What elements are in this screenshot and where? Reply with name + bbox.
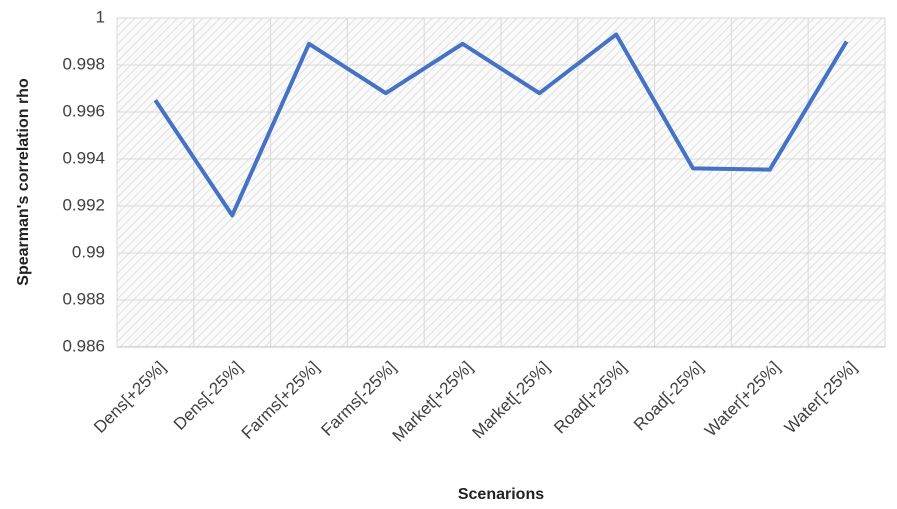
x-tick-label: Dens[-25%] xyxy=(170,358,246,434)
x-tick-label: Road[-25%] xyxy=(630,358,707,435)
y-tick-label: 0.994 xyxy=(62,148,105,167)
x-tick-label: Road[+25%] xyxy=(550,358,630,438)
x-tick-label: Market[+25%] xyxy=(389,358,477,446)
y-tick-label: 0.996 xyxy=(62,101,105,120)
y-axis-title: Spearman's correlation rho xyxy=(15,78,32,286)
x-tick-label: Market[-25%] xyxy=(468,358,553,443)
y-tick-label: 0.99 xyxy=(72,242,105,261)
line-series xyxy=(153,32,849,218)
y-tick-label: 1 xyxy=(96,7,105,26)
y-tick-label: 0.986 xyxy=(62,336,105,355)
x-tick-label: Dens[+25%] xyxy=(90,358,169,437)
x-tick-label: Farms[-25%] xyxy=(318,358,400,440)
y-tick-label: 0.998 xyxy=(62,54,105,73)
y-tick-label: 0.992 xyxy=(62,195,105,214)
x-axis-title: Scenarions xyxy=(458,486,544,503)
x-tick-label: Farms[+25%] xyxy=(238,358,323,443)
y-tick-label: 0.988 xyxy=(62,289,105,308)
x-tick-label: Water[+25%] xyxy=(701,358,784,441)
x-tick-label: Water[-25%] xyxy=(781,358,861,438)
